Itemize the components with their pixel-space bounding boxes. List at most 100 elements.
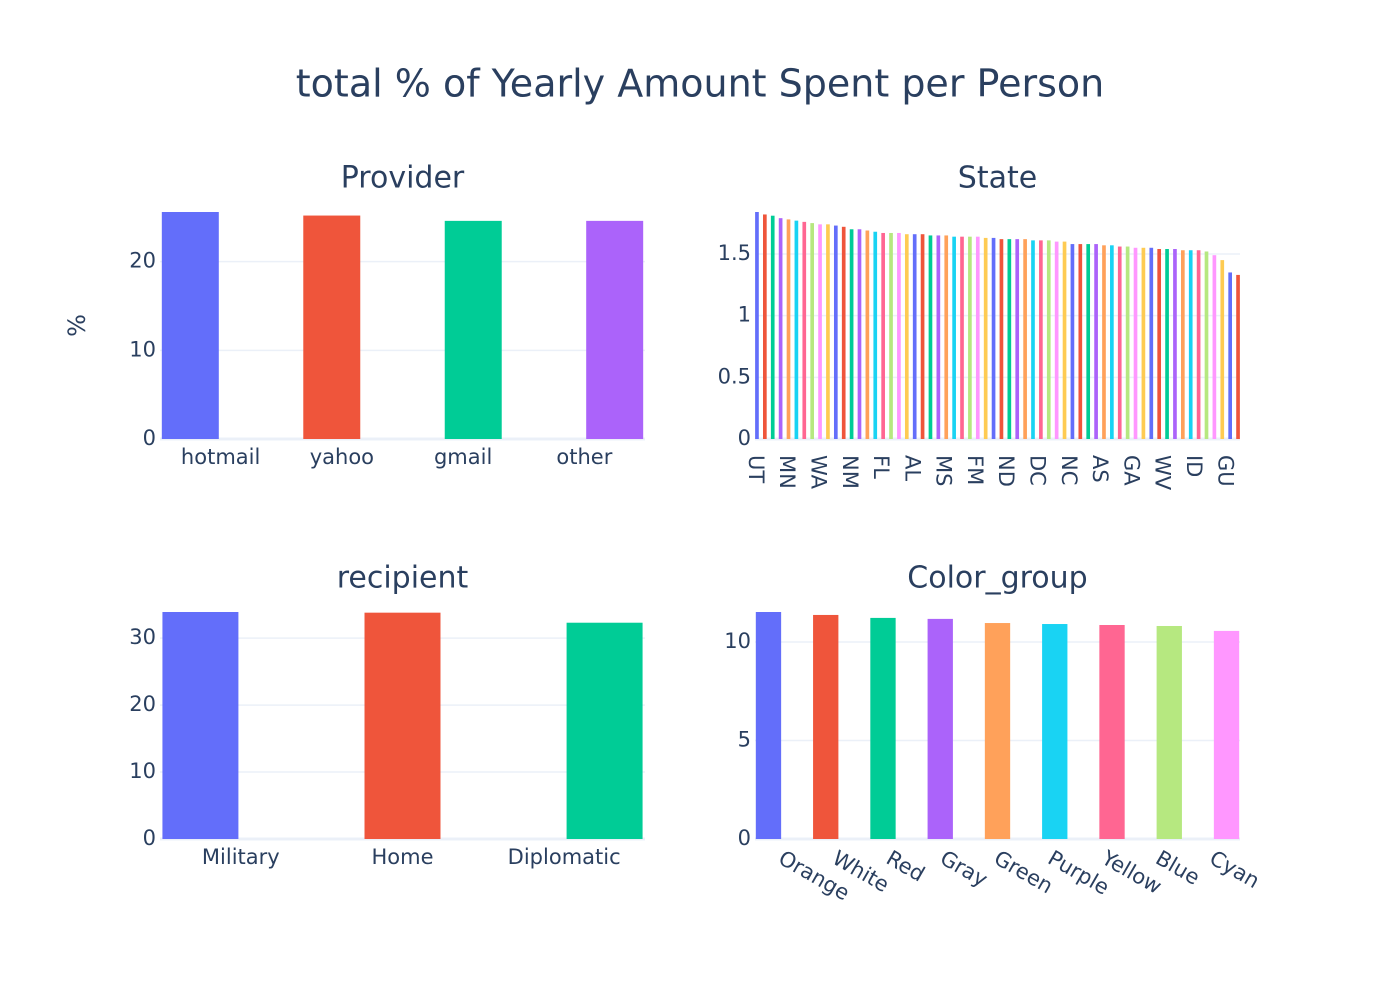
bar xyxy=(794,220,799,439)
bar xyxy=(881,232,885,439)
bar xyxy=(444,220,502,439)
bar xyxy=(1133,247,1138,439)
bar xyxy=(873,231,878,439)
bar xyxy=(1196,250,1201,439)
bar xyxy=(865,230,870,439)
bar xyxy=(1125,246,1130,439)
bar xyxy=(1023,239,1027,439)
figure-title: total % of Yearly Amount Spent per Perso… xyxy=(296,62,1104,106)
bar xyxy=(857,229,862,439)
x-tick-label: gmail xyxy=(434,445,492,469)
bar xyxy=(161,212,219,439)
x-tick-label: UT xyxy=(744,455,768,483)
bar xyxy=(1015,239,1020,439)
bar xyxy=(802,221,807,439)
bar xyxy=(1188,250,1193,439)
subplot-title: State xyxy=(958,161,1037,196)
y-tick-label: 10 xyxy=(129,337,156,361)
y-tick-label: 0.5 xyxy=(718,364,751,388)
y-tick-label: 20 xyxy=(129,249,156,273)
bar xyxy=(1212,255,1217,439)
bar xyxy=(1054,241,1059,439)
x-tick-label: ND xyxy=(994,455,1018,487)
x-tick-label: other xyxy=(556,445,612,469)
x-tick-label: WV xyxy=(1151,455,1175,491)
bar xyxy=(1094,244,1098,439)
bar xyxy=(818,224,822,439)
bar xyxy=(1102,245,1106,439)
bar xyxy=(566,622,643,839)
bar xyxy=(927,618,953,839)
bar xyxy=(904,234,909,439)
y-tick-label: 10 xyxy=(129,759,156,783)
subplot-title: Provider xyxy=(341,161,465,196)
bar xyxy=(968,236,972,439)
bar xyxy=(960,236,964,439)
x-tick-label: MN xyxy=(775,455,799,489)
bar xyxy=(755,212,759,439)
x-tick-label: Military xyxy=(202,845,280,869)
bar xyxy=(1046,240,1051,439)
bar xyxy=(870,617,896,839)
x-tick-label: FM xyxy=(963,455,987,485)
bar xyxy=(944,235,949,439)
bar xyxy=(991,237,996,439)
bar xyxy=(1220,260,1225,439)
x-tick-label: FL xyxy=(869,455,893,479)
bar xyxy=(1117,246,1122,439)
subplot-title: recipient xyxy=(337,561,469,596)
bar xyxy=(1078,244,1083,439)
bar xyxy=(786,219,791,439)
bar xyxy=(952,236,956,439)
y-tick-label: 1.5 xyxy=(718,241,751,265)
x-tick-label: ID xyxy=(1182,455,1206,477)
y-tick-label: 10 xyxy=(724,629,751,653)
y-tick-label: 20 xyxy=(129,692,156,716)
bar xyxy=(1007,239,1012,439)
y-tick-label: 0 xyxy=(143,426,156,450)
x-tick-label: MS xyxy=(932,455,956,486)
bar xyxy=(1042,624,1068,839)
bar xyxy=(826,224,830,439)
bar xyxy=(778,218,783,439)
bar xyxy=(1149,247,1154,439)
bar xyxy=(1039,240,1043,439)
bar xyxy=(975,236,980,439)
bar xyxy=(897,232,901,439)
x-tick-label: GU xyxy=(1213,455,1237,487)
bar xyxy=(983,237,988,439)
bar xyxy=(1156,625,1182,839)
bar xyxy=(928,235,933,439)
bar xyxy=(303,215,361,439)
bar xyxy=(920,234,925,439)
x-tick-label: Home xyxy=(371,845,433,869)
x-tick-label: WA xyxy=(806,455,830,490)
x-tick-label: AS xyxy=(1088,455,1112,483)
x-tick-label: AL xyxy=(900,455,924,481)
bar xyxy=(1157,249,1162,439)
bar xyxy=(813,614,839,839)
bar xyxy=(1110,245,1114,439)
bar xyxy=(1180,250,1185,439)
x-tick-label: NC xyxy=(1057,455,1081,485)
bar xyxy=(1070,244,1075,439)
bar xyxy=(841,226,846,439)
y-tick-label: 30 xyxy=(129,625,156,649)
x-tick-label: hotmail xyxy=(181,445,260,469)
bar xyxy=(1173,249,1177,439)
bar xyxy=(1213,630,1240,839)
bar xyxy=(1141,247,1146,439)
x-tick-label: NM xyxy=(838,455,862,489)
bar xyxy=(1062,241,1067,439)
bar xyxy=(984,623,1011,839)
bar xyxy=(1165,249,1169,439)
y-tick-label: 0 xyxy=(738,426,751,450)
bar xyxy=(1099,625,1125,839)
x-tick-label: GA xyxy=(1119,455,1143,486)
y-tick-label: 1 xyxy=(738,303,751,327)
bar xyxy=(770,215,775,439)
bar xyxy=(763,214,767,439)
bar xyxy=(1086,244,1091,439)
bar xyxy=(833,225,838,439)
